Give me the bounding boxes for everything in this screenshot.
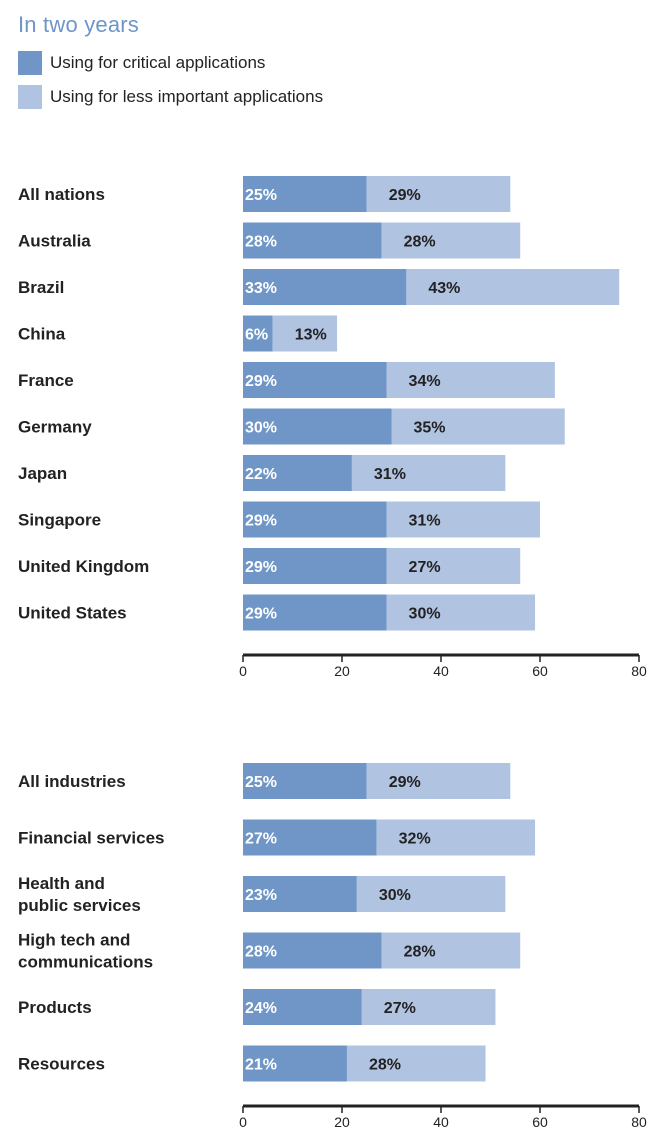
category-label-japan: Japan [18,464,67,483]
category-label-germany: Germany [18,418,92,437]
bar-critical-resources [243,1045,347,1082]
value-label-critical-high-tech-and-communications: 28% [245,944,277,961]
x-tick-label-80: 80 [631,1114,647,1130]
category-label-united-states: United States [18,604,127,623]
category-label-brazil: Brazil [18,278,64,297]
value-label-less-singapore: 31% [409,513,441,530]
bar-critical-all-industries [243,763,367,799]
category-label-high-tech-and-communications: High tech and communications [18,931,153,972]
category-label-singapore: Singapore [18,511,101,530]
value-label-less-united-kingdom: 27% [409,559,441,576]
bar-less-products [361,989,496,1025]
bar-critical-high-tech-and-communications [243,932,382,969]
bar-critical-france [243,362,387,398]
value-label-less-high-tech-and-communications: 28% [404,944,436,961]
category-label-products: Products [18,998,92,1017]
value-label-critical-china: 6% [245,327,268,344]
value-label-critical-all-industries: 25% [245,774,277,791]
bar-less-united-states [386,594,536,631]
x-tick-label-40: 40 [433,1114,449,1130]
bar-less-all-nations [366,176,511,212]
category-label-china: China [18,325,66,344]
value-label-critical-financial-services: 27% [245,831,277,848]
bar-less-financial-services [376,819,536,856]
value-label-critical-united-states: 29% [245,606,277,623]
bar-critical-health-and-public-services [243,876,357,912]
value-label-less-australia: 28% [404,234,436,251]
x-tick-label-0: 0 [239,1114,247,1130]
bar-critical-singapore [243,501,387,538]
value-label-less-france: 34% [409,373,441,390]
bar-less-singapore [386,501,540,538]
value-label-critical-japan: 22% [245,466,277,483]
legend-label-less: Using for less important applications [50,87,324,106]
value-label-less-china: 13% [295,327,327,344]
value-label-less-all-nations: 29% [389,187,421,204]
category-label-financial-services: Financial services [18,829,164,848]
x-tick-label-80: 80 [631,663,647,679]
value-label-less-health-and-public-services: 30% [379,887,411,904]
bar-critical-germany [243,408,392,445]
category-label-france: France [18,371,74,390]
value-label-critical-health-and-public-services: 23% [245,887,277,904]
bar-less-united-kingdom [386,548,521,584]
bar-less-france [386,362,555,398]
bar-less-all-industries [366,763,511,799]
category-label-united-kingdom: United Kingdom [18,557,149,576]
bar-less-japan [351,455,506,491]
bar-less-high-tech-and-communications [381,932,521,969]
category-label-health-and-public-services: Health and public services [18,874,141,915]
bar-less-brazil [406,269,620,305]
value-label-less-united-states: 30% [409,606,441,623]
bar-critical-all-nations [243,176,367,212]
chart-industries: All industries 25% 29% Financial services 27… [18,763,647,1130]
value-label-less-brazil: 43% [428,280,460,297]
x-tick-label-20: 20 [334,663,350,679]
legend-swatch-critical [18,51,42,75]
bar-critical-australia [243,222,382,259]
value-label-critical-all-nations: 25% [245,187,277,204]
bar-critical-united-kingdom [243,548,387,584]
bar-less-china [272,315,338,352]
bar-less-resources [346,1045,486,1082]
x-tick-label-60: 60 [532,1114,548,1130]
value-label-critical-france: 29% [245,373,277,390]
bar-critical-united-states [243,594,387,631]
value-label-less-all-industries: 29% [389,774,421,791]
legend-item-critical: Using for critical applications [18,51,265,75]
value-label-less-products: 27% [384,1000,416,1017]
category-label-resources: Resources [18,1055,105,1074]
value-label-critical-germany: 30% [245,420,277,437]
bar-less-australia [381,222,521,259]
bar-less-germany [391,408,565,445]
chart-title: In two years [18,12,140,37]
value-label-critical-singapore: 29% [245,513,277,530]
x-tick-label-40: 40 [433,663,449,679]
category-label-australia: Australia [18,232,91,251]
value-label-less-japan: 31% [374,466,406,483]
value-label-less-resources: 28% [369,1057,401,1074]
bar-critical-china [243,315,273,352]
chart-nations: All nations 25% 29% Australia 28% 28% Brazil 33… [18,176,647,679]
x-tick-label-20: 20 [334,1114,350,1130]
bar-critical-financial-services [243,819,377,856]
category-label-all-nations: All nations [18,185,105,204]
value-label-critical-united-kingdom: 29% [245,559,277,576]
legend-label-critical: Using for critical applications [50,53,266,72]
value-label-critical-australia: 28% [245,234,277,251]
x-tick-label-0: 0 [239,663,247,679]
legend-swatch-less [18,85,42,109]
value-label-critical-products: 24% [245,1000,277,1017]
category-label-all-industries: All industries [18,772,126,791]
bar-critical-products [243,989,362,1025]
value-label-less-germany: 35% [414,420,446,437]
value-label-less-financial-services: 32% [399,831,431,848]
legend-item-less: Using for less important applications [18,85,323,109]
bar-critical-japan [243,455,352,491]
bar-less-health-and-public-services [356,876,506,912]
bar-critical-brazil [243,269,407,305]
value-label-critical-brazil: 33% [245,280,277,297]
value-label-critical-resources: 21% [245,1057,277,1074]
x-tick-label-60: 60 [532,663,548,679]
